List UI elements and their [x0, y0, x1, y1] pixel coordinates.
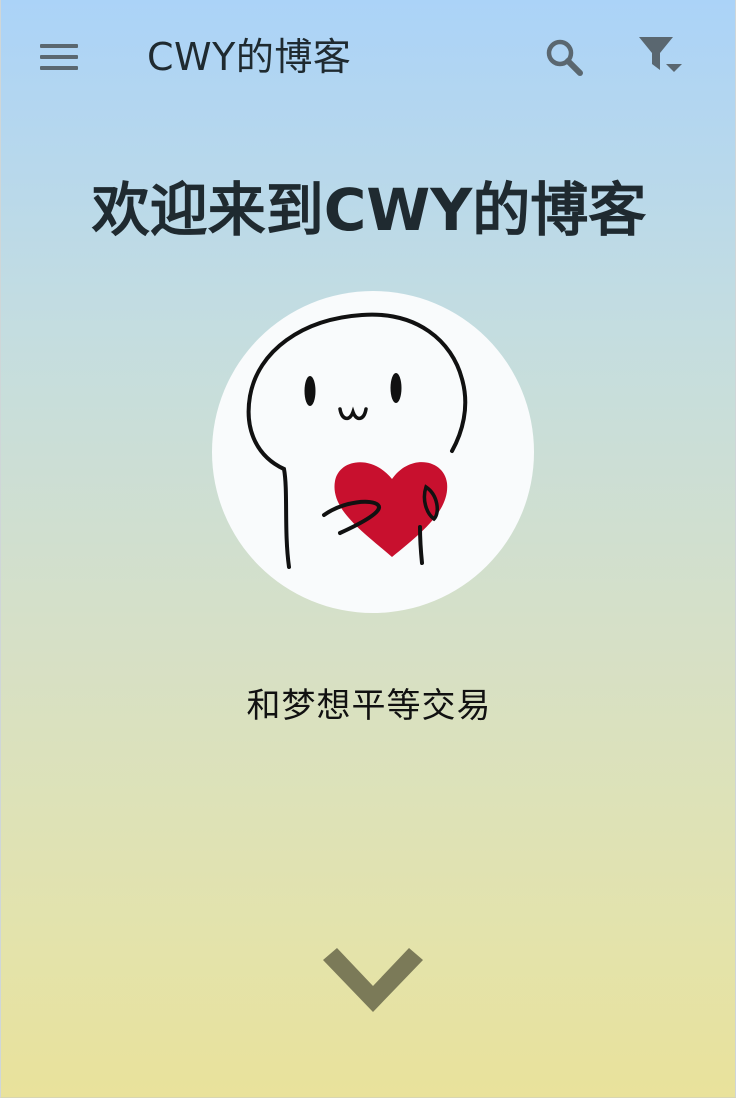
motto-text: 和梦想平等交易: [246, 686, 492, 726]
filter-button[interactable]: [633, 30, 687, 80]
avatar: [212, 291, 534, 613]
site-title[interactable]: CWY的博客: [147, 35, 352, 79]
avatar-heart-character-icon: [246, 312, 468, 569]
menu-button[interactable]: [35, 36, 83, 78]
hero-title: 欢迎来到CWY的博客: [91, 176, 647, 244]
search-icon: [546, 39, 583, 76]
chevron-down-icon: [323, 948, 423, 1012]
menu-icon: [40, 44, 78, 70]
scroll-down-button[interactable]: [319, 946, 427, 1018]
top-app-bar: CWY的博客: [1, 0, 735, 112]
filter-icon: [639, 37, 682, 72]
search-button[interactable]: [541, 34, 587, 80]
